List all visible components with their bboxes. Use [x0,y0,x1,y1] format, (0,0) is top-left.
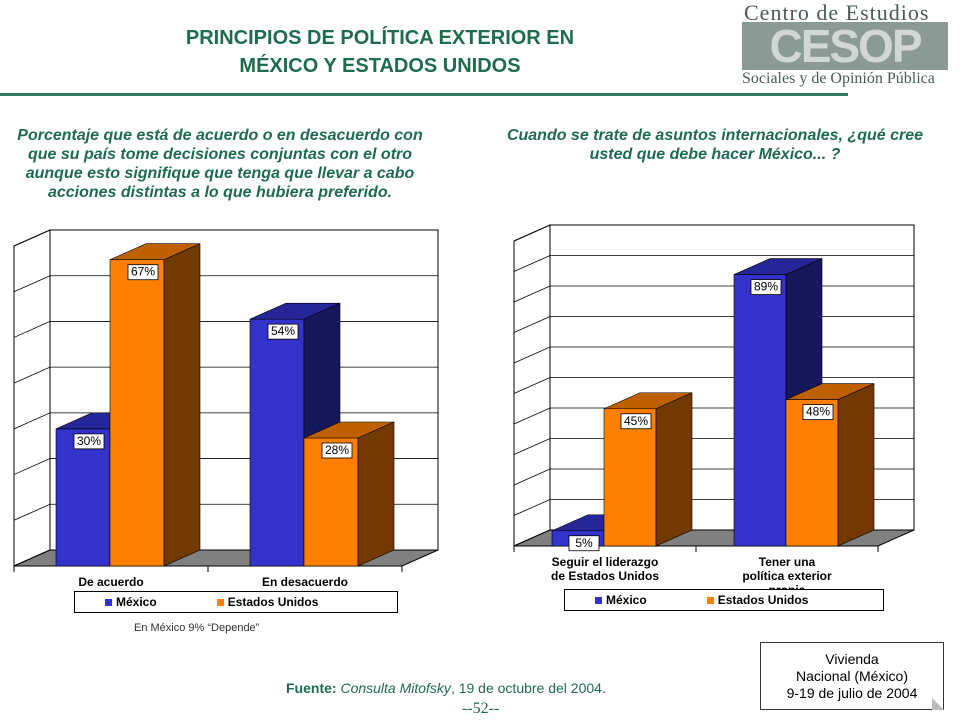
header-rule [0,93,848,96]
chart1-note: En México 9% “Depende” [134,622,260,634]
data-label-box [750,279,782,295]
data-label: 48% [806,405,830,419]
legend-swatch-mexico [595,596,602,604]
legend-label-eeuu: Estados Unidos [227,595,319,609]
legend-label-eeuu: Estados Unidos [717,593,809,607]
category-label: Tener una [759,555,816,569]
source-name: Consulta Mitofsky [340,680,451,696]
legend-label-mexico: México [116,595,157,609]
bar-eeuu-1: 45% [603,392,693,547]
category-label: De acuerdo [78,575,143,589]
category-label: de Estados Unidos [551,569,659,583]
bar-front [785,399,839,547]
category-label: En desacuerdo [262,575,348,589]
page-fold-corner [932,698,944,710]
page-title: PRINCIPIOS DE POLÍTICA EXTERIOR EN MÉXIC… [90,24,670,80]
bar-front [55,428,111,567]
chart1-legend: México Estados Unidos [74,591,398,613]
page-number: --52-- [462,700,500,717]
data-label: 30% [77,434,101,448]
source-citation: Fuente: Consulta Mitofsky, 19 de octubre… [286,680,606,696]
bar-eeuu-2: 48% [785,383,875,547]
data-label-box [127,264,159,281]
data-label: 67% [131,265,155,279]
chart1: 30% 67% De acuerdo 54% 28% En desacuerdo [13,229,439,589]
data-label: 5% [575,536,593,550]
bar-side [655,392,693,547]
bar-front [603,408,657,547]
logo-bottom-text: Sociales y de Opinión Pública [742,70,935,87]
gridline [13,275,438,293]
logo-wordmark: CESOP [742,22,948,70]
source-rest: , 19 de octubre del 2004. [450,680,606,696]
data-label-box [620,413,652,430]
data-label: 54% [271,324,295,338]
gridline [513,224,914,242]
chart2-title: Cuando se trate de asuntos internacional… [506,127,924,163]
legend-swatch-eeuu [216,598,224,606]
bar-front [249,318,305,567]
bar-front [109,259,165,567]
bar-side [357,421,395,567]
title-line-2: MÉXICO Y ESTADOS UNIDOS [239,55,521,77]
legend-item-eeuu: Estados Unidos [706,593,809,607]
bar-side [837,383,875,547]
bar-eeuu-2: 28% [303,421,395,567]
legend-item-eeuu: Estados Unidos [216,595,319,609]
data-label: 28% [325,443,349,457]
data-label-box [321,442,353,459]
survey-line-1: Vivienda [825,651,879,667]
data-label-box [267,323,299,340]
gridline [513,255,914,272]
data-label-box [802,404,834,421]
category-label: Seguir el liderazgo [552,555,659,569]
data-label-box [73,433,105,450]
category-label: política exterior [742,569,832,583]
bar-side [163,243,201,567]
survey-line-3: 9-19 de julio de 2004 [786,685,918,701]
bar-eeuu-1: 67% [109,243,201,567]
data-label: 89% [754,280,778,294]
source-label: Fuente: [286,680,337,696]
title-line-1: PRINCIPIOS DE POLÍTICA EXTERIOR EN [185,27,575,49]
data-label-box [568,535,600,552]
bar-front [733,274,787,547]
gridline [13,229,438,247]
chart1-title: Porcentaje que está de acuerdo o en desa… [17,127,423,201]
legend-item-mexico: México [595,593,647,607]
bar-front [303,437,359,567]
legend-swatch-eeuu [706,596,714,604]
data-label: 45% [624,414,648,428]
logo-top-text: Centro de Estudios [744,0,930,25]
survey-line-2: Nacional (México) [795,668,909,684]
cesop-logo: Centro de Estudios CESOP Sociales y de O… [738,0,952,92]
chart-side-wall [13,229,51,567]
legend-item-mexico: México [105,595,157,609]
survey-box: Vivienda Nacional (México) 9-19 de julio… [760,642,944,710]
legend-label-mexico: México [606,593,647,607]
legend-swatch-mexico [105,598,112,606]
chart2-legend: México Estados Unidos [564,589,884,611]
